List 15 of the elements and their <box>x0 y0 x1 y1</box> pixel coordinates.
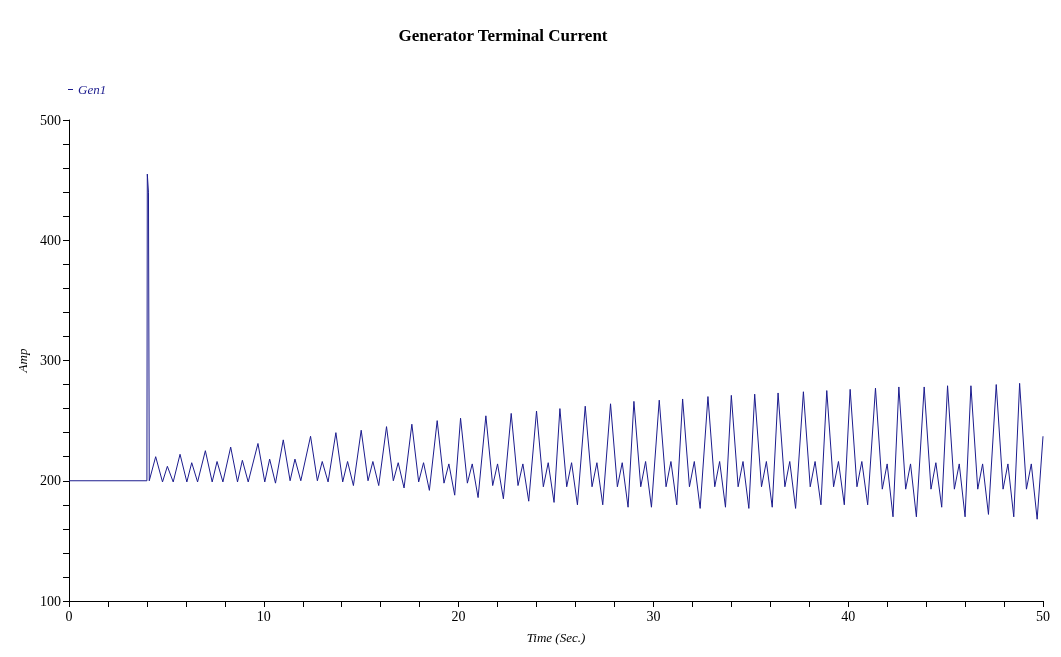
y-tick-label: 200 <box>40 473 61 489</box>
x-tick-label: 0 <box>65 608 73 624</box>
y-tick-label: 400 <box>40 232 61 248</box>
y-tick-label: 300 <box>40 353 61 368</box>
y-tick-label: 500 <box>40 112 61 128</box>
x-tick-label: 10 <box>256 608 271 624</box>
y-tick-label: 100 <box>40 593 61 609</box>
x-tick-label: 30 <box>646 608 661 624</box>
legend-label: Gen1 <box>78 82 107 97</box>
y-axis-title: Amp <box>15 348 31 374</box>
x-tick-label: 40 <box>841 608 856 624</box>
x-axis-title: Time (Sec.) <box>526 630 586 645</box>
chart-title: Generator Terminal Current <box>398 26 608 45</box>
x-tick-label: 50 <box>1036 608 1050 624</box>
x-tick-label: 20 <box>451 608 466 624</box>
